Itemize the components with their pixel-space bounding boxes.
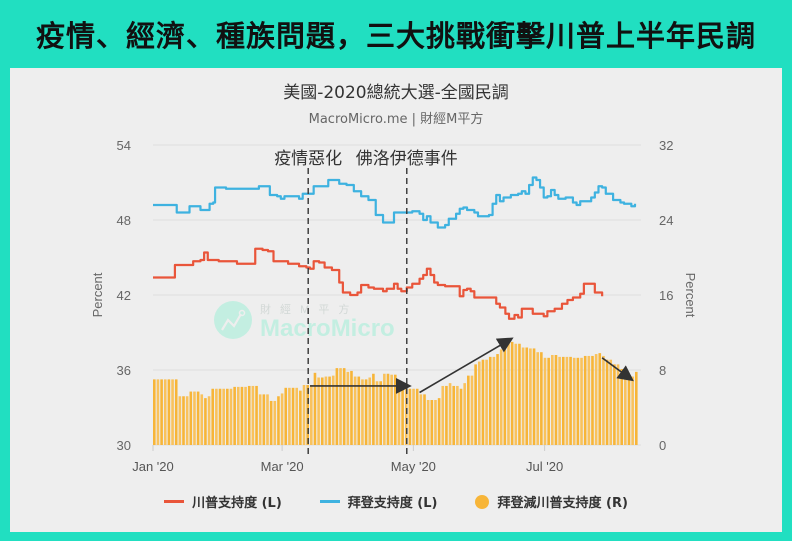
biden-line-swatch bbox=[319, 500, 340, 503]
svg-text:Percent: Percent bbox=[90, 272, 105, 317]
chart-title: 美國-2020總統大選-全國民調 bbox=[283, 83, 509, 103]
svg-text:36: 36 bbox=[117, 363, 131, 378]
svg-text:Mar '20: Mar '20 bbox=[261, 459, 304, 474]
banner: 疫情、經濟、種族問題，三大挑戰衝擊川普上半年民調 bbox=[0, 0, 792, 68]
svg-text:8: 8 bbox=[659, 363, 666, 378]
svg-text:疫情惡化: 疫情惡化 bbox=[274, 149, 342, 168]
svg-text:Jan '20: Jan '20 bbox=[132, 459, 174, 474]
legend-label: 川普支持度 (L) bbox=[192, 496, 282, 511]
legend-item-spread[interactable]: 拜登減川普支持度 (R) bbox=[475, 492, 628, 511]
svg-text:30: 30 bbox=[117, 438, 131, 453]
svg-text:Jul '20: Jul '20 bbox=[526, 459, 563, 474]
watermark: 財 經 M 平 方 MacroMicro bbox=[214, 301, 395, 342]
svg-text:Percent: Percent bbox=[683, 273, 698, 318]
legend: 川普支持度 (L) 拜登支持度 (L) 拜登減川普支持度 (R) bbox=[10, 492, 782, 511]
svg-text:42: 42 bbox=[117, 288, 131, 303]
legend-label: 拜登支持度 (L) bbox=[347, 496, 438, 511]
svg-text:54: 54 bbox=[117, 138, 131, 153]
trump-line-swatch bbox=[164, 500, 185, 503]
axes: 30 0 36 8 42 16 48 24 54 32 Jan '20 Mar '20 May '20 J… bbox=[90, 138, 698, 474]
spread-dot-swatch bbox=[475, 494, 490, 509]
spread-bars bbox=[153, 341, 638, 445]
support-lines bbox=[153, 176, 637, 320]
chart-plot: 財 經 M 平 方 MacroMicro 疫情惡化 佛洛伊德事件 30 0 36 8 42… bbox=[90, 138, 698, 474]
svg-text:佛洛伊德事件: 佛洛伊德事件 bbox=[356, 149, 458, 168]
svg-text:24: 24 bbox=[659, 213, 673, 228]
watermark-en: MacroMicro bbox=[260, 315, 395, 342]
legend-item-biden[interactable]: 拜登支持度 (L) bbox=[319, 492, 438, 511]
chart-card: 美國-2020總統大選-全國民調 MacroMicro.me | 財經M平方 財… bbox=[10, 68, 782, 532]
legend-item-trump[interactable]: 川普支持度 (L) bbox=[164, 492, 282, 511]
banner-title: 疫情、經濟、種族問題，三大挑戰衝擊川普上半年民調 bbox=[35, 19, 756, 53]
svg-text:0: 0 bbox=[659, 438, 666, 453]
svg-text:16: 16 bbox=[659, 288, 673, 303]
watermark-cn: 財 經 M 平 方 bbox=[260, 302, 352, 316]
svg-text:32: 32 bbox=[659, 138, 673, 153]
svg-text:May '20: May '20 bbox=[391, 459, 436, 474]
svg-text:48: 48 bbox=[117, 213, 131, 228]
legend-label: 拜登減川普支持度 (R) bbox=[497, 496, 628, 511]
chart-subtitle: MacroMicro.me | 財經M平方 bbox=[308, 112, 484, 127]
annotations: 疫情惡化 佛洛伊德事件 bbox=[274, 149, 634, 455]
